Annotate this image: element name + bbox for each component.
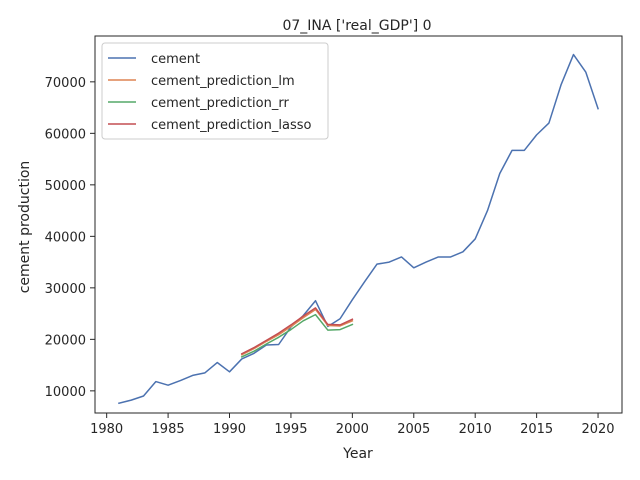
y-tick-label: 10000 xyxy=(45,385,86,400)
x-tick-label: 1990 xyxy=(213,422,246,437)
y-tick-label: 30000 xyxy=(45,282,86,297)
legend: cement cement_prediction_lm cement_predict… xyxy=(101,42,329,140)
x-tick-label: 2010 xyxy=(459,422,492,437)
x-tick-label: 2020 xyxy=(581,422,614,437)
y-tick-label: 40000 xyxy=(45,230,86,245)
y-tick-label: 70000 xyxy=(45,76,86,91)
series-line-cement-prediction-lm xyxy=(240,308,354,356)
y-tick-label: 50000 xyxy=(45,179,86,194)
y-tick-label: 20000 xyxy=(45,333,86,348)
y-tick-label: 60000 xyxy=(45,127,86,142)
legend-label-cement-prediction-lm: cement_prediction_lm xyxy=(151,74,295,89)
legend-label-cement-prediction-rr: cement_prediction_rr xyxy=(151,96,289,111)
y-axis-label: cement production xyxy=(17,161,33,294)
plot-frame xyxy=(94,35,623,414)
legend-items: cement cement_prediction_lm cement_predict… xyxy=(108,52,311,133)
x-tick-label: 2015 xyxy=(520,422,553,437)
x-tick-label: 1995 xyxy=(274,422,307,437)
series-line-cement-prediction-rr xyxy=(240,313,354,358)
series-line-cement xyxy=(118,53,599,405)
x-tick-label: 2005 xyxy=(397,422,430,437)
chart-title: 07_INA ['real_GDP'] 0 xyxy=(282,18,431,34)
series-layer xyxy=(118,53,599,405)
ticks-layer: 1980 1985 1990 1995 2000 2005 2010 2015 2020 1000… xyxy=(45,76,615,437)
x-tick-label: 1985 xyxy=(152,422,185,437)
legend-label-cement-prediction-lasso: cement_prediction_lasso xyxy=(151,118,311,133)
x-axis-label: Year xyxy=(342,446,373,462)
series-line-cement-prediction-lasso xyxy=(240,307,354,355)
x-tick-label: 2000 xyxy=(336,422,369,437)
legend-label-cement: cement xyxy=(151,52,200,67)
legend-box xyxy=(101,42,329,140)
x-tick-label: 1980 xyxy=(90,422,123,437)
